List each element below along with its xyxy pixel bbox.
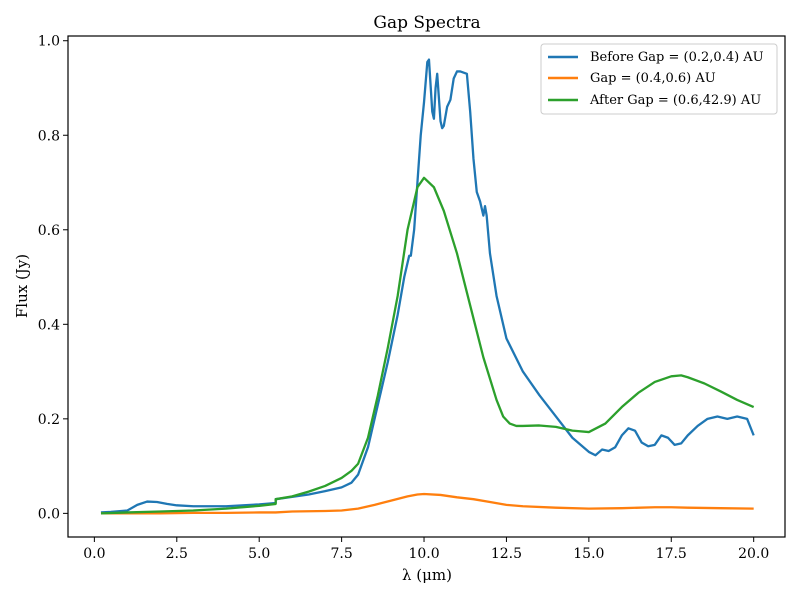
y-tick-label: 0.8 bbox=[38, 128, 60, 144]
y-tick-label: 0.0 bbox=[38, 506, 60, 522]
y-tick-label: 1.0 bbox=[38, 34, 60, 50]
chart-title: Gap Spectra bbox=[373, 13, 480, 33]
x-tick-label: 15.0 bbox=[573, 546, 604, 562]
x-tick-label: 0.0 bbox=[83, 546, 105, 562]
legend-box bbox=[540, 43, 778, 115]
legend-label-before-gap: Before Gap = (0.2,0.4) AU bbox=[590, 50, 764, 65]
y-tick-label: 0.2 bbox=[38, 412, 60, 428]
x-tick-label: 5.0 bbox=[248, 546, 270, 562]
x-tick-label: 7.5 bbox=[330, 546, 352, 562]
y-axis-ticks: 0.0 0.2 0.4 0.6 0.8 1.0 bbox=[38, 34, 68, 522]
y-axis-label: Flux (Jy) bbox=[13, 254, 31, 318]
legend: Before Gap = (0.2,0.4) AU Gap = (0.4,0.6… bbox=[540, 43, 778, 115]
x-axis-label: λ (μm) bbox=[402, 566, 452, 584]
y-tick-label: 0.6 bbox=[38, 223, 60, 239]
x-axis-ticks: 0.0 2.5 5.0 7.5 10.0 12.5 15.0 17.5 20.0 bbox=[83, 537, 769, 562]
plot-frame bbox=[67, 35, 786, 538]
x-tick-label: 10.0 bbox=[408, 546, 439, 562]
x-tick-label: 12.5 bbox=[491, 546, 522, 562]
series-layer bbox=[100, 58, 755, 515]
series-line-2 bbox=[100, 176, 755, 515]
legend-label-after-gap: After Gap = (0.6,42.9) AU bbox=[589, 93, 761, 108]
series-line-1 bbox=[100, 492, 754, 515]
x-tick-label: 17.5 bbox=[656, 546, 687, 562]
x-tick-label: 2.5 bbox=[166, 546, 188, 562]
legend-label-gap: Gap = (0.4,0.6) AU bbox=[590, 71, 716, 86]
series-line-0 bbox=[100, 58, 755, 514]
x-tick-label: 20.0 bbox=[738, 546, 769, 562]
y-tick-label: 0.4 bbox=[38, 317, 60, 333]
